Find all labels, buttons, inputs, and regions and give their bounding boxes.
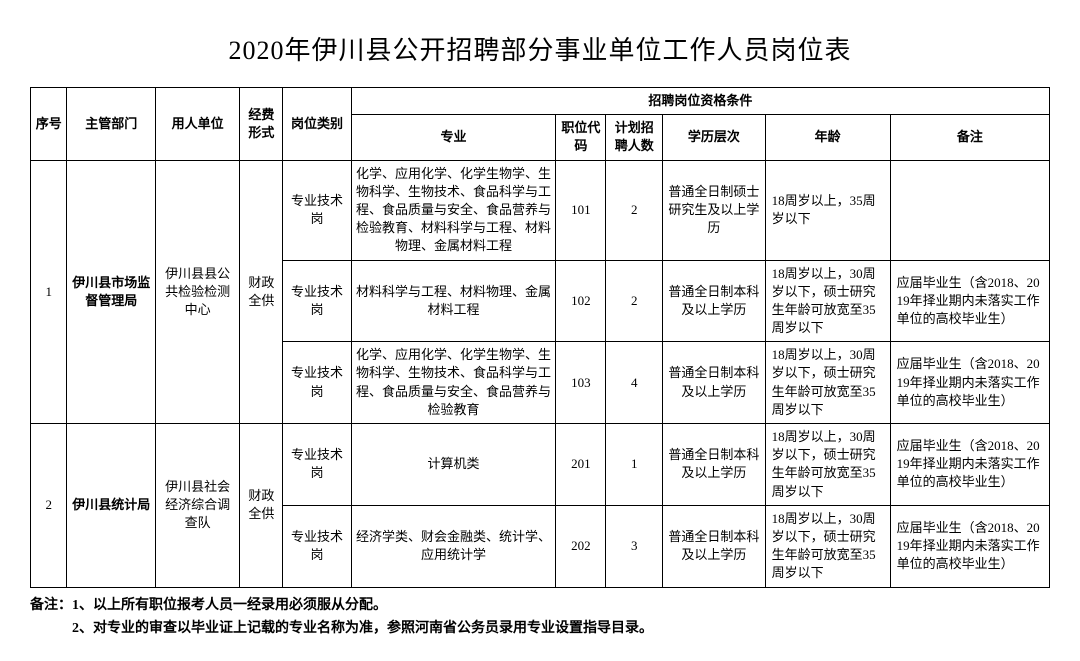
code-cell: 201 — [556, 424, 606, 506]
age-cell: 18周岁以上，30周岁以下，硕士研究生年龄可放宽至35周岁以下 — [765, 424, 890, 506]
note-cell: 应届毕业生（含2018、2019年择业期内未落实工作单位的高校毕业生） — [890, 424, 1049, 506]
posttype-cell: 专业技术岗 — [283, 260, 351, 342]
employer-cell: 伊川县社会经济综合调查队 — [156, 424, 240, 588]
th-posttype: 岗位类别 — [283, 88, 351, 161]
footnotes: 备注：1、以上所有职位报考人员一经录用必须服从分配。 2、对专业的审查以毕业证上… — [30, 594, 1050, 642]
page-title: 2020年伊川县公开招聘部分事业单位工作人员岗位表 — [30, 30, 1050, 67]
th-dept: 主管部门 — [67, 88, 156, 161]
age-cell: 18周岁以上，30周岁以下，硕士研究生年龄可放宽至35周岁以下 — [765, 260, 890, 342]
code-cell: 101 — [556, 160, 606, 260]
edu-cell: 普通全日制本科及以上学历 — [663, 424, 765, 506]
th-edu: 学历层次 — [663, 115, 765, 160]
seq-cell: 1 — [31, 160, 67, 423]
major-cell: 化学、应用化学、化学生物学、生物科学、生物技术、食品科学与工程、食品质量与安全、… — [351, 160, 556, 260]
posttype-cell: 专业技术岗 — [283, 424, 351, 506]
positions-table: 序号 主管部门 用人单位 经费形式 岗位类别 招聘岗位资格条件 专业 职位代码 … — [30, 87, 1050, 588]
th-qualgroup: 招聘岗位资格条件 — [351, 88, 1049, 115]
code-cell: 103 — [556, 342, 606, 424]
footnote-1: 备注：1、以上所有职位报考人员一经录用必须服从分配。 — [30, 594, 1050, 618]
code-cell: 202 — [556, 505, 606, 587]
major-cell: 材料科学与工程、材料物理、金属材料工程 — [351, 260, 556, 342]
major-cell: 经济学类、财会金融类、统计学、应用统计学 — [351, 505, 556, 587]
edu-cell: 普通全日制硕士研究生及以上学历 — [663, 160, 765, 260]
note-cell: 应届毕业生（含2018、2019年择业期内未落实工作单位的高校毕业生） — [890, 260, 1049, 342]
table-body: 1伊川县市场监督管理局伊川县县公共检验检测中心财政全供专业技术岗化学、应用化学、… — [31, 160, 1050, 587]
header-row-1: 序号 主管部门 用人单位 经费形式 岗位类别 招聘岗位资格条件 — [31, 88, 1050, 115]
th-major: 专业 — [351, 115, 556, 160]
th-code: 职位代码 — [556, 115, 606, 160]
employer-cell: 伊川县县公共检验检测中心 — [156, 160, 240, 423]
age-cell: 18周岁以上，30周岁以下，硕士研究生年龄可放宽至35周岁以下 — [765, 342, 890, 424]
note-cell: 应届毕业生（含2018、2019年择业期内未落实工作单位的高校毕业生） — [890, 342, 1049, 424]
dept-cell: 伊川县统计局 — [67, 424, 156, 588]
edu-cell: 普通全日制本科及以上学历 — [663, 505, 765, 587]
posttype-cell: 专业技术岗 — [283, 342, 351, 424]
posttype-cell: 专业技术岗 — [283, 160, 351, 260]
footnote-2: 2、对专业的审查以毕业证上记载的专业名称为准，参照河南省公务员录用专业设置指导目… — [30, 617, 1050, 641]
count-cell: 1 — [606, 424, 663, 506]
code-cell: 102 — [556, 260, 606, 342]
edu-cell: 普通全日制本科及以上学历 — [663, 260, 765, 342]
th-age: 年龄 — [765, 115, 890, 160]
dept-cell: 伊川县市场监督管理局 — [67, 160, 156, 423]
th-funding: 经费形式 — [240, 88, 283, 161]
age-cell: 18周岁以上，35周岁以下 — [765, 160, 890, 260]
th-note: 备注 — [890, 115, 1049, 160]
funding-cell: 财政全供 — [240, 424, 283, 588]
edu-cell: 普通全日制本科及以上学历 — [663, 342, 765, 424]
note-cell — [890, 160, 1049, 260]
count-cell: 3 — [606, 505, 663, 587]
count-cell: 2 — [606, 260, 663, 342]
major-cell: 计算机类 — [351, 424, 556, 506]
th-employer: 用人单位 — [156, 88, 240, 161]
seq-cell: 2 — [31, 424, 67, 588]
count-cell: 4 — [606, 342, 663, 424]
note-cell: 应届毕业生（含2018、2019年择业期内未落实工作单位的高校毕业生） — [890, 505, 1049, 587]
table-row: 1伊川县市场监督管理局伊川县县公共检验检测中心财政全供专业技术岗化学、应用化学、… — [31, 160, 1050, 260]
major-cell: 化学、应用化学、化学生物学、生物科学、生物技术、食品科学与工程、食品质量与安全、… — [351, 342, 556, 424]
funding-cell: 财政全供 — [240, 160, 283, 423]
count-cell: 2 — [606, 160, 663, 260]
th-count: 计划招聘人数 — [606, 115, 663, 160]
th-seq: 序号 — [31, 88, 67, 161]
posttype-cell: 专业技术岗 — [283, 505, 351, 587]
table-row: 2伊川县统计局伊川县社会经济综合调查队财政全供专业技术岗计算机类2011普通全日… — [31, 424, 1050, 506]
age-cell: 18周岁以上，30周岁以下，硕士研究生年龄可放宽至35周岁以下 — [765, 505, 890, 587]
